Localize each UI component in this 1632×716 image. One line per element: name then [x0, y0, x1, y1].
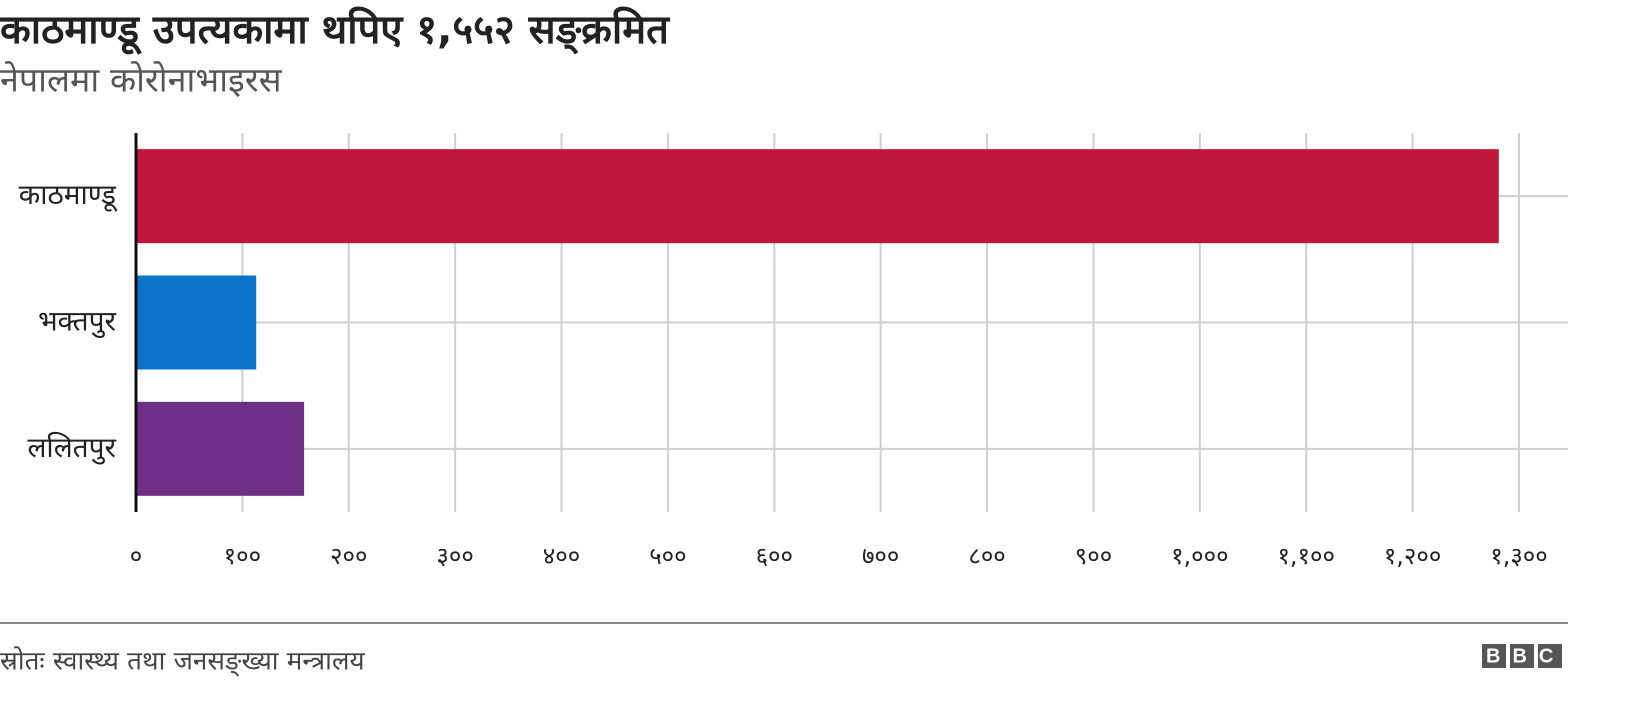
logo-text: BBC: [1486, 645, 1565, 667]
x-tick-label: १,३००: [1490, 542, 1548, 570]
bars: [136, 149, 1499, 496]
y-tick-label: ललितपुर: [27, 431, 116, 465]
x-tick-label: ४००: [543, 542, 580, 570]
x-tick-label: ३००: [436, 542, 473, 570]
x-tick-label: ०: [130, 542, 142, 570]
y-tick-label: काठमाण्डू: [19, 178, 118, 212]
source: स्रोतः स्वास्थ्य तथा जनसङ्ख्या मन्त्रालय: [0, 646, 365, 677]
x-tick-label: १,१००: [1277, 542, 1335, 570]
x-tick-label: ९००: [1075, 542, 1112, 570]
bar: [136, 149, 1499, 244]
x-tick-label: १,०००: [1171, 542, 1229, 570]
logo-box: [1510, 644, 1534, 668]
x-tick-label: ८००: [968, 542, 1005, 570]
bar: [136, 275, 257, 370]
logo: BBC: [1482, 644, 1565, 668]
chart-subtitle: नेपालमा कोरोनाभाइरस: [0, 61, 283, 101]
x-tick-label: २००: [330, 542, 367, 570]
y-tick-label: भक्तपुर: [38, 305, 117, 339]
x-tick-label: १,२००: [1384, 542, 1442, 570]
x-tick-label: ७००: [862, 542, 899, 570]
logo-box: [1538, 644, 1562, 668]
x-tick-label: १००: [224, 542, 261, 570]
x-tick-label: ६००: [756, 542, 793, 570]
chart-title: काठमाण्डू उपत्यकामा थपिए १,५५२ सङ्क्रमित: [0, 6, 670, 55]
bar: [136, 401, 305, 496]
x-tick-label: ५००: [649, 542, 686, 570]
logo-box: [1482, 644, 1506, 668]
